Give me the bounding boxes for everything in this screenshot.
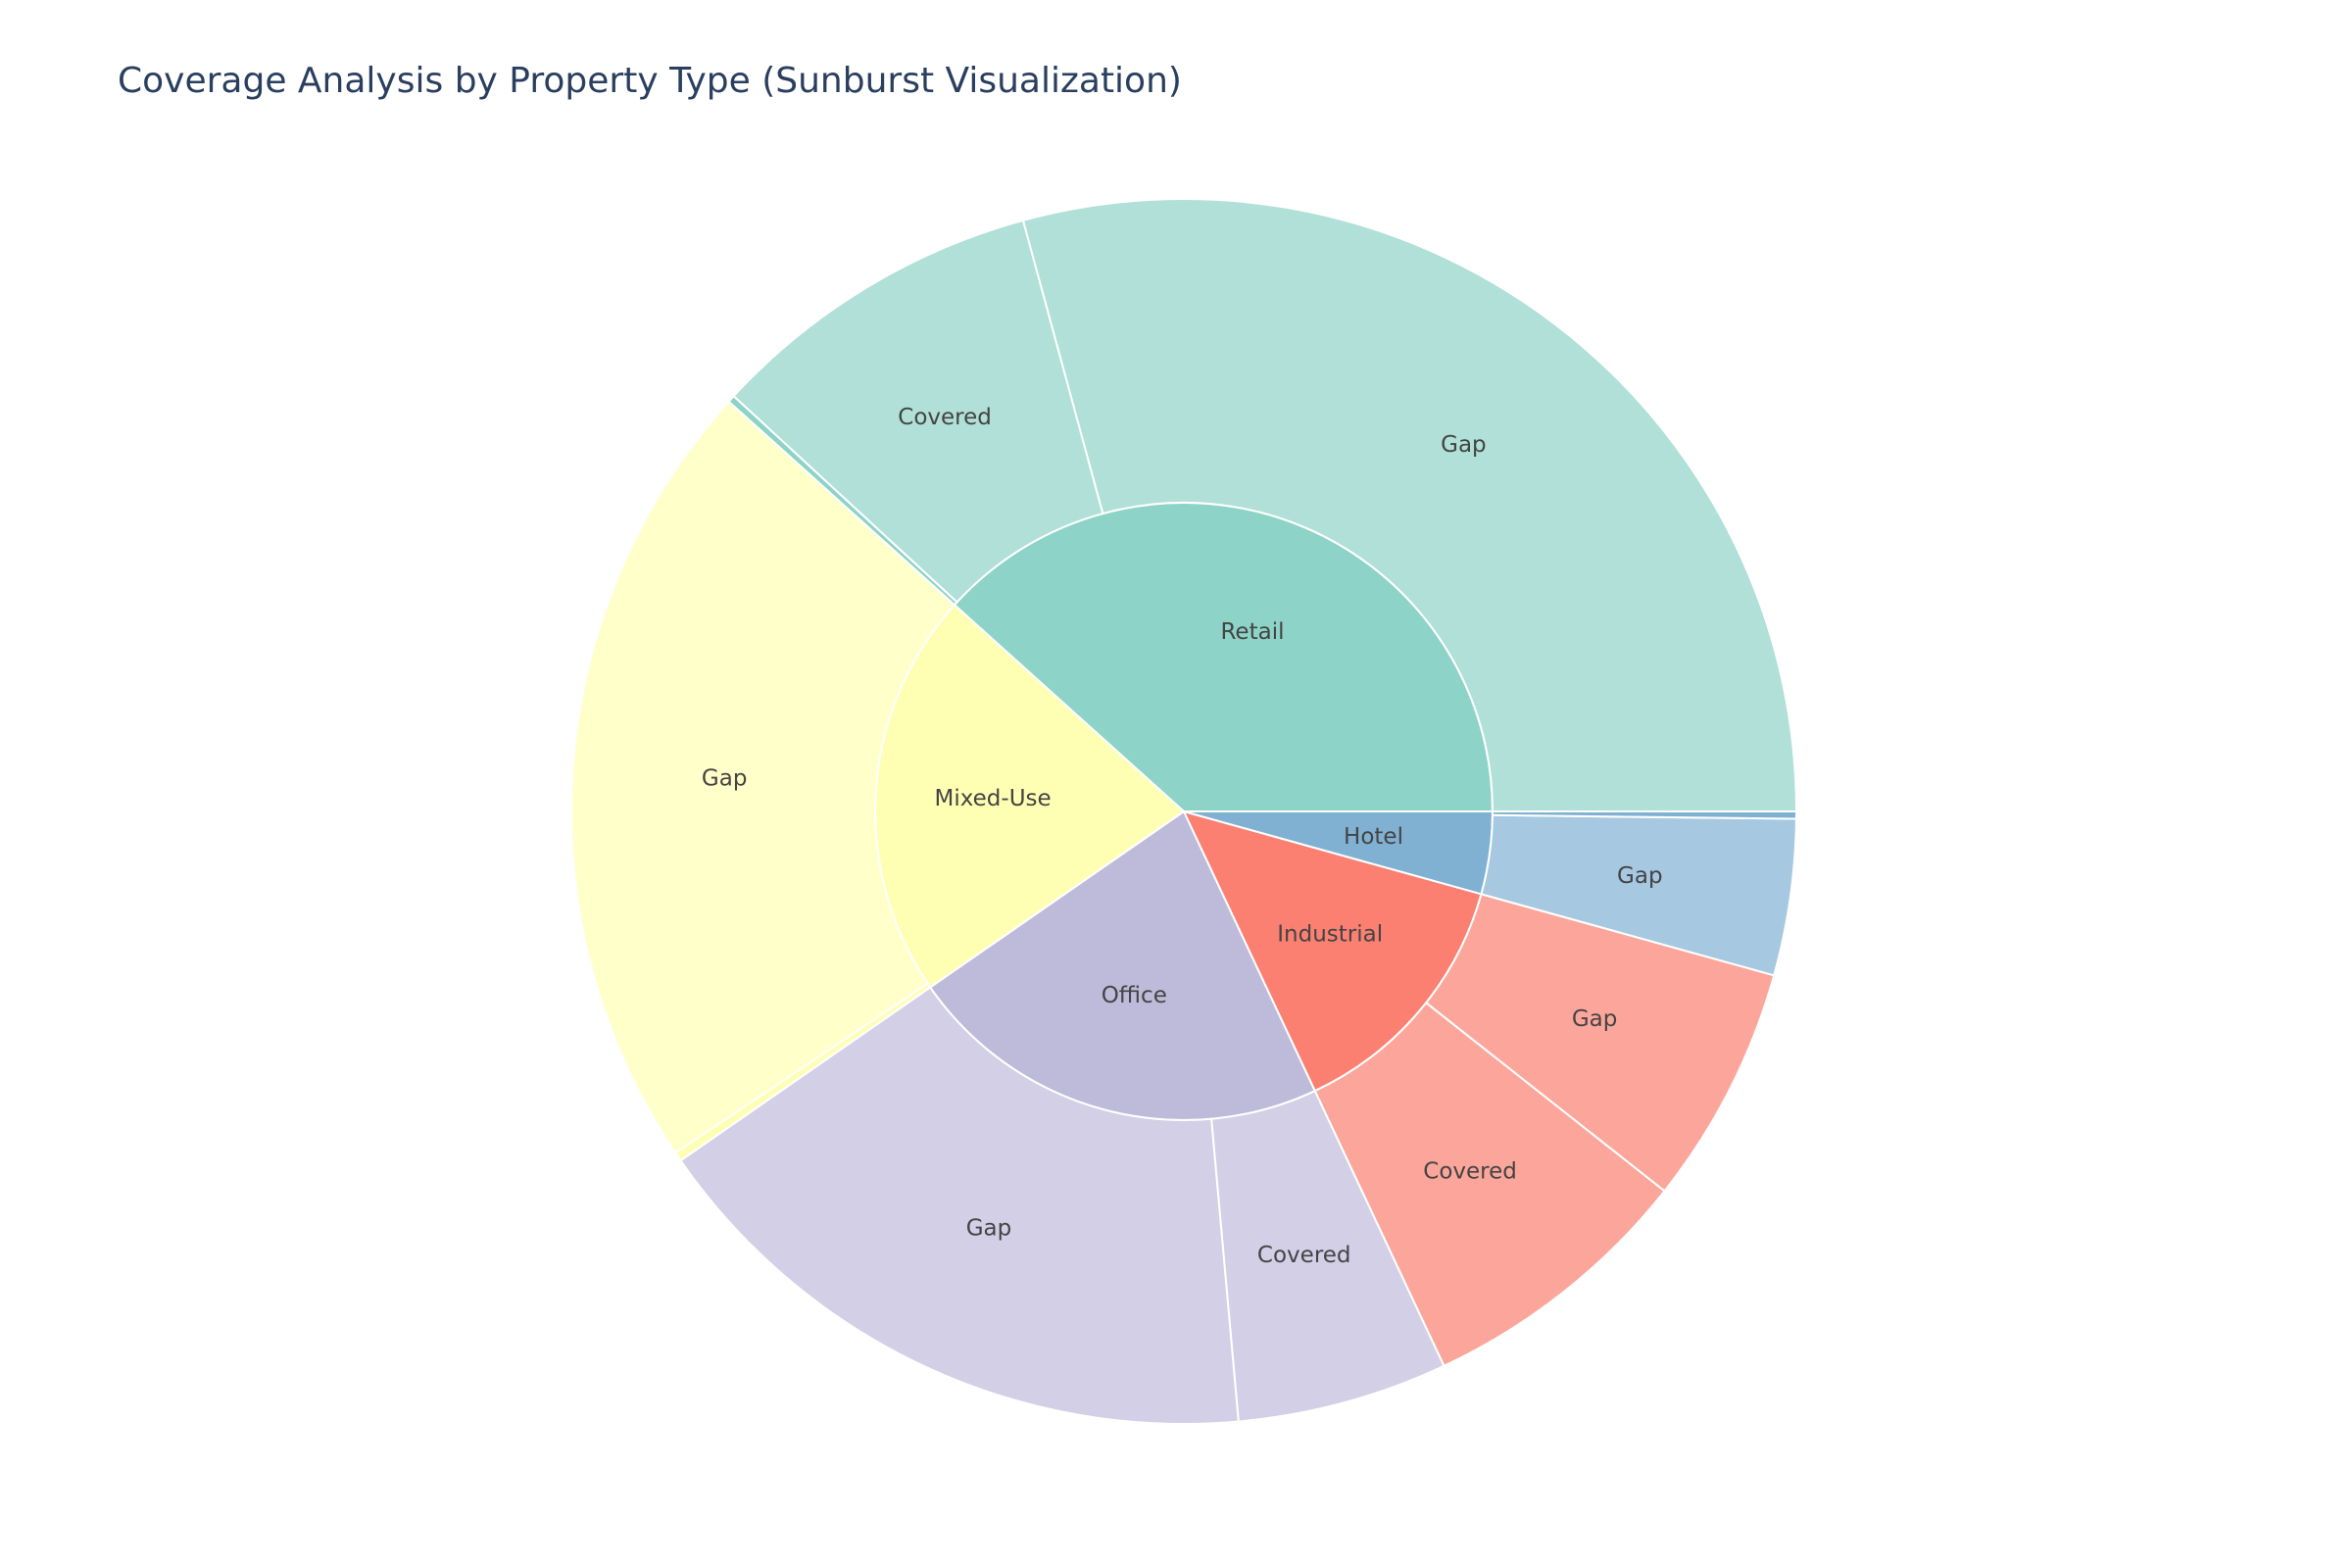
chart-title: Coverage Analysis by Property Type (Sunb… bbox=[118, 61, 1182, 101]
sunburst-rings bbox=[570, 198, 1798, 1425]
sector-label-office: Office bbox=[1102, 983, 1167, 1008]
sector-label-retail-gap: Gap bbox=[1441, 432, 1487, 458]
sector-label-hotel-gap: Gap bbox=[1617, 863, 1663, 889]
sector-label-industrial: Industrial bbox=[1277, 922, 1383, 948]
sector-label-industrial-gap: Gap bbox=[1572, 1006, 1618, 1032]
sector-office-gap[interactable] bbox=[679, 986, 1240, 1425]
sector-retail-covered[interactable] bbox=[732, 219, 1104, 604]
sector-label-industrial-covered: Covered bbox=[1423, 1159, 1517, 1185]
sector-label-retail-covered: Covered bbox=[898, 405, 992, 430]
sector-label-office-gap: Gap bbox=[966, 1215, 1012, 1241]
sector-label-retail: Retail bbox=[1220, 619, 1284, 645]
sector-label-office-covered: Covered bbox=[1257, 1243, 1351, 1268]
sector-mixed-use-gap[interactable] bbox=[570, 400, 956, 1154]
sunburst-labels: Retail Gap Covered Mixed-Use Gap Office Gap Cov… bbox=[702, 405, 1663, 1268]
sector-retail-gap[interactable] bbox=[1021, 198, 1798, 812]
sector-label-mixed-use: Mixed-Use bbox=[935, 786, 1052, 811]
sector-label-hotel: Hotel bbox=[1344, 824, 1403, 850]
sector-hotel-overlap[interactable] bbox=[1491, 810, 1798, 820]
sector-label-mixed-use-gap: Gap bbox=[702, 765, 748, 791]
